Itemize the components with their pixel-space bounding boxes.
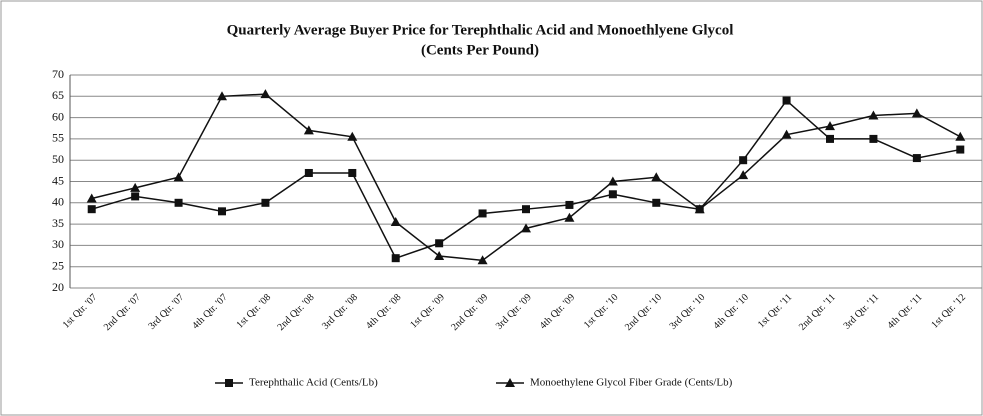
marker: [174, 198, 183, 207]
marker: [825, 121, 835, 131]
marker: [868, 110, 879, 120]
marker: [521, 223, 531, 233]
marker: [435, 239, 444, 248]
marker: [434, 251, 445, 261]
marker: [869, 134, 878, 143]
marker: [304, 168, 313, 177]
chart-subtitle: (Cents Per Pound): [421, 42, 539, 58]
y-tick-label: 40: [52, 195, 64, 209]
marker: [173, 172, 184, 182]
marker: [217, 91, 227, 101]
marker: [781, 129, 792, 139]
y-tick-label: 70: [52, 67, 64, 81]
marker: [738, 170, 749, 180]
marker: [478, 209, 487, 218]
marker: [565, 200, 574, 209]
marker: [782, 96, 791, 105]
marker: [390, 216, 401, 226]
y-tick-label: 30: [52, 237, 64, 251]
marker: [505, 378, 515, 387]
legend-label: Monoethylene Glycol Fiber Grade (Cents/L…: [530, 377, 733, 389]
chart-title: Quarterly Average Buyer Price for Tereph…: [227, 22, 734, 38]
marker: [303, 125, 314, 135]
marker: [652, 198, 661, 207]
y-tick-label: 20: [52, 280, 64, 294]
marker: [564, 212, 575, 222]
marker: [607, 176, 618, 186]
y-tick-label: 60: [52, 109, 64, 123]
marker: [131, 192, 140, 201]
marker: [608, 190, 617, 199]
marker: [522, 205, 530, 214]
marker: [477, 255, 488, 265]
marker: [694, 204, 705, 214]
y-tick-label: 45: [52, 173, 64, 187]
marker: [651, 172, 662, 182]
y-tick-label: 35: [52, 216, 64, 230]
marker: [739, 156, 748, 165]
marker: [912, 154, 921, 163]
marker: [261, 198, 270, 207]
marker: [348, 168, 357, 177]
marker: [347, 131, 358, 141]
marker: [956, 145, 965, 154]
marker: [391, 254, 400, 263]
marker: [86, 193, 97, 203]
y-tick-label: 55: [52, 131, 64, 145]
marker: [225, 379, 233, 387]
marker: [130, 182, 141, 192]
y-tick-label: 25: [52, 258, 64, 272]
marker: [955, 131, 966, 141]
marker: [826, 134, 834, 143]
marker: [260, 89, 271, 99]
marker: [87, 205, 96, 214]
y-tick-label: 50: [52, 152, 64, 166]
marker: [911, 108, 922, 118]
legend-label: Terephthalic Acid (Cents/Lb): [249, 377, 378, 389]
y-tick-label: 65: [52, 88, 64, 102]
marker: [218, 207, 226, 216]
